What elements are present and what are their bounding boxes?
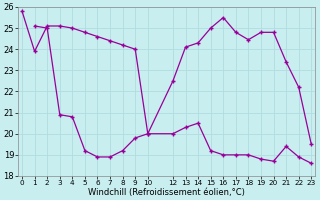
X-axis label: Windchill (Refroidissement éolien,°C): Windchill (Refroidissement éolien,°C) (88, 188, 245, 197)
